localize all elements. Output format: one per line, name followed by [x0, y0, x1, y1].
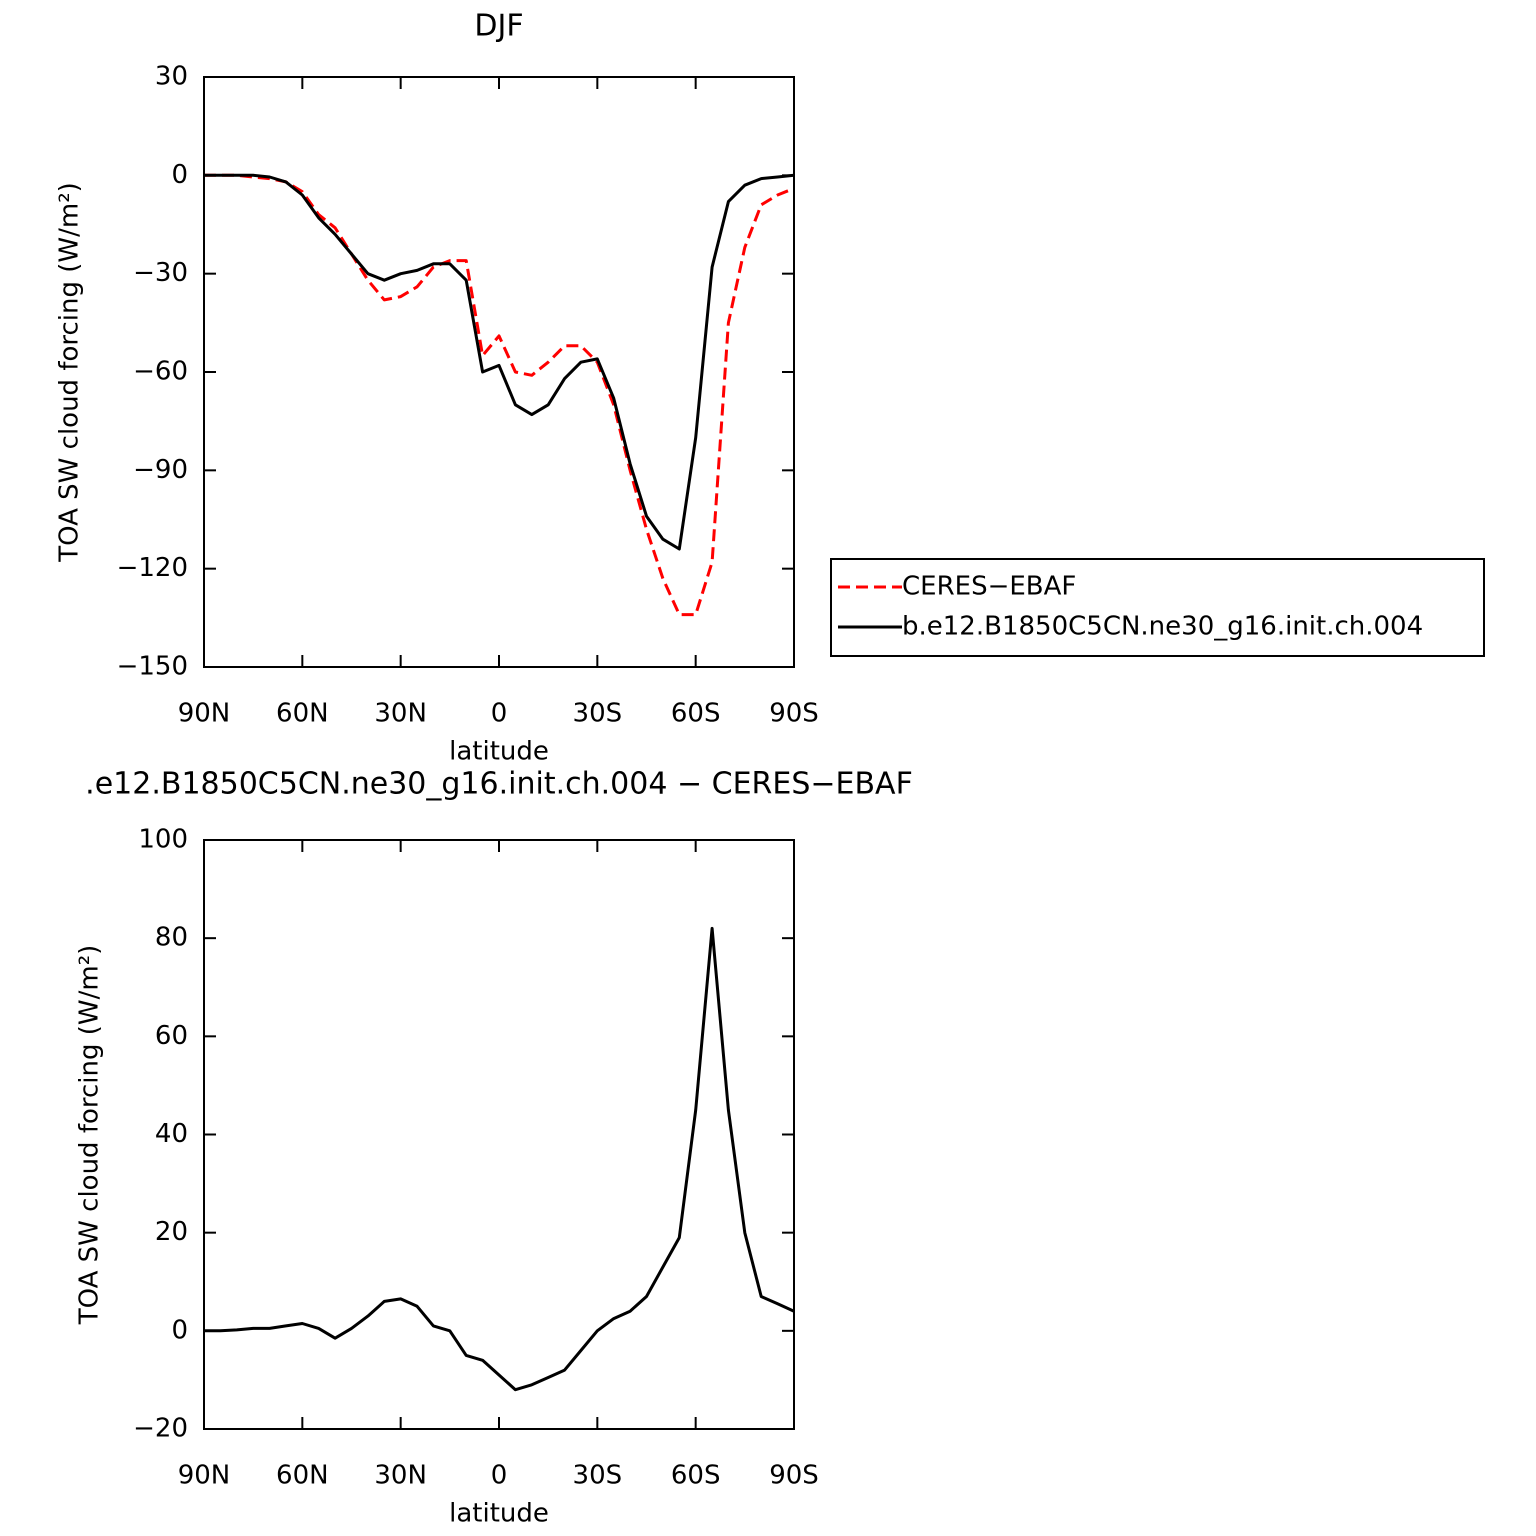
x-tick-label: 60N: [276, 1461, 329, 1491]
x-tick-label: 60S: [671, 1461, 721, 1491]
y-tick-label: 100: [138, 825, 188, 855]
legend-box: [830, 558, 1485, 657]
plot-frame: [203, 839, 795, 1430]
y-tick-label: −30: [133, 258, 188, 288]
y-tick-label: 30: [155, 62, 188, 92]
x-tick-label: 60S: [671, 699, 721, 729]
legend-label: CERES−EBAF: [902, 572, 1076, 602]
y-tick-label: 0: [171, 1315, 188, 1345]
series-line: [204, 173, 795, 617]
chart-title: .e12.B1850C5CN.ne30_g16.init.ch.004 − CE…: [85, 767, 913, 802]
series-line: [204, 926, 795, 1392]
y-axis-label: TOA SW cloud forcing (W/m²): [75, 945, 105, 1326]
y-tick-label: −150: [117, 652, 188, 682]
y-tick-label: 0: [171, 160, 188, 190]
x-tick-label: 30N: [374, 699, 427, 729]
x-tick-label: 90S: [769, 699, 819, 729]
y-tick-label: 40: [155, 1119, 188, 1149]
y-tick-label: −90: [133, 455, 188, 485]
plot-frame: [203, 76, 795, 668]
x-tick-label: 90S: [769, 1461, 819, 1491]
x-tick-label: 30N: [374, 1461, 427, 1491]
x-axis-label: latitude: [449, 1499, 549, 1529]
y-tick-label: −20: [133, 1414, 188, 1444]
x-tick-label: 0: [491, 699, 508, 729]
legend-label: b.e12.B1850C5CN.ne30_g16.init.ch.004: [902, 612, 1423, 642]
y-tick-label: 80: [155, 923, 188, 953]
y-tick-label: 20: [155, 1217, 188, 1247]
x-tick-label: 60N: [276, 699, 329, 729]
y-axis-label: TOA SW cloud forcing (W/m²): [55, 182, 85, 563]
x-tick-label: 30S: [573, 1461, 623, 1491]
x-tick-label: 90N: [178, 699, 231, 729]
y-tick-label: −120: [117, 553, 188, 583]
x-tick-label: 90N: [178, 1461, 231, 1491]
y-tick-label: 60: [155, 1021, 188, 1051]
y-tick-label: −60: [133, 357, 188, 387]
x-axis-label: latitude: [449, 737, 549, 767]
x-tick-label: 30S: [573, 699, 623, 729]
chart-title: DJF: [474, 9, 523, 44]
series-line: [204, 173, 795, 551]
x-tick-label: 0: [491, 1461, 508, 1491]
